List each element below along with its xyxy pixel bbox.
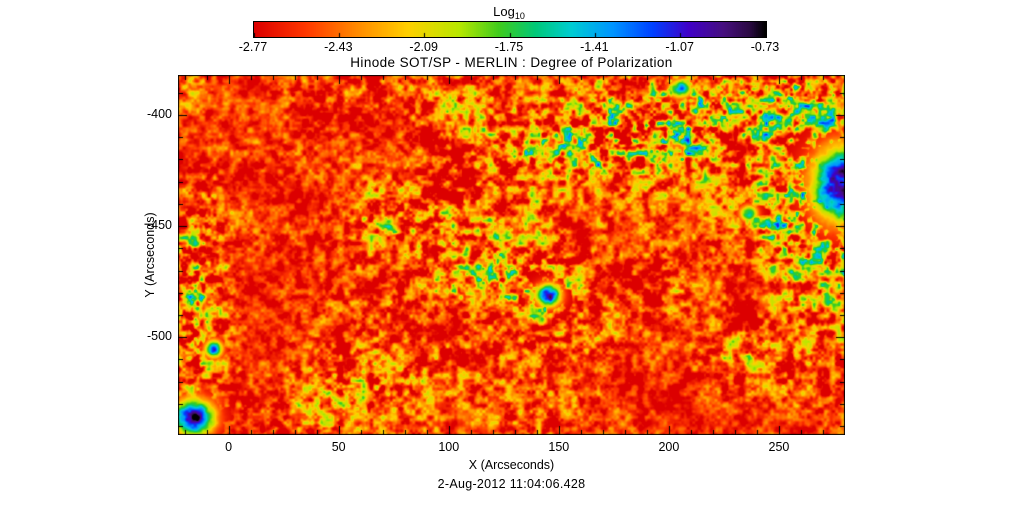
colorbar-title-main: Log	[493, 4, 515, 19]
colorbar-title-sub: 10	[514, 11, 525, 21]
chart-title: Hinode SOT/SP - MERLIN : Degree of Polar…	[350, 55, 673, 70]
x-tick-label: 0	[225, 440, 233, 454]
colorbar-tick-label: -1.07	[665, 40, 694, 54]
x-tick-label: 200	[658, 440, 680, 454]
x-axis-label: X (Arcseconds)	[468, 458, 555, 472]
colorbar	[253, 21, 767, 38]
x-tick-label: 50	[331, 440, 346, 454]
colorbar-tick-label: -2.43	[324, 40, 353, 54]
timestamp-label: 2-Aug-2012 11:04:06.428	[437, 477, 586, 491]
x-tick-label: 250	[768, 440, 790, 454]
x-tick-label: 100	[438, 440, 460, 454]
heatmap-canvas	[178, 75, 845, 435]
colorbar-tick-label: -0.73	[750, 40, 780, 54]
y-tick-label: -500	[146, 329, 172, 344]
colorbar-tick-label: -1.41	[580, 40, 609, 54]
x-tick-label: 150	[548, 440, 570, 454]
colorbar-tick-label: -2.09	[409, 40, 438, 54]
colorbar-tick-label: -1.75	[494, 40, 524, 54]
y-tick-label: -400	[146, 107, 172, 121]
colorbar-title: Log10	[253, 4, 765, 21]
y-tick-label: -450	[146, 218, 172, 233]
colorbar-tick-label: -2.77	[238, 40, 268, 54]
